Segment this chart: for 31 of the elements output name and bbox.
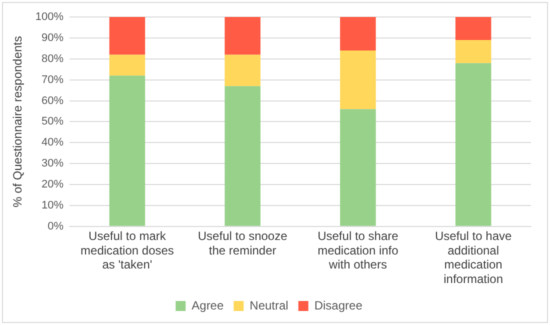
legend-label: Disagree: [314, 298, 363, 312]
y-tick-label: 90%: [42, 32, 64, 44]
bar: [224, 54, 260, 86]
x-tick-label: Useful to share medication info with others: [318, 228, 399, 272]
bar: [455, 17, 492, 40]
y-axis-title: % of Questionnaire respondents: [10, 36, 25, 208]
y-tick-label: 80%: [42, 52, 64, 65]
y-tick-label: 30%: [42, 158, 64, 170]
legend-label: Agree: [192, 298, 224, 312]
y-tick-label: 70%: [42, 74, 64, 86]
x-tick-label: Useful to mark medication doses as 'taken': [80, 228, 174, 272]
bar: [340, 109, 376, 226]
x-tick-label: Useful to snooze the reminder: [198, 228, 288, 258]
y-tick-label: 10%: [42, 199, 64, 212]
bar: [455, 63, 492, 226]
bar: [224, 86, 260, 226]
y-tick-label: 20%: [42, 178, 64, 191]
y-tick-label: 60%: [42, 94, 64, 107]
y-tick-label: 50%: [42, 116, 64, 128]
legend-label: Neutral: [250, 298, 288, 312]
bar: [455, 40, 492, 64]
bar: [340, 17, 376, 51]
bar: [340, 50, 376, 110]
y-tick-label: 40%: [42, 136, 64, 149]
x-tick-label: Useful to have additional medication information: [434, 228, 512, 286]
bar: [109, 54, 146, 76]
bar: [109, 17, 146, 55]
bar: [224, 17, 260, 55]
bar: [109, 76, 146, 226]
y-tick-label: 0%: [48, 220, 64, 232]
y-tick-label: 100%: [35, 11, 64, 24]
